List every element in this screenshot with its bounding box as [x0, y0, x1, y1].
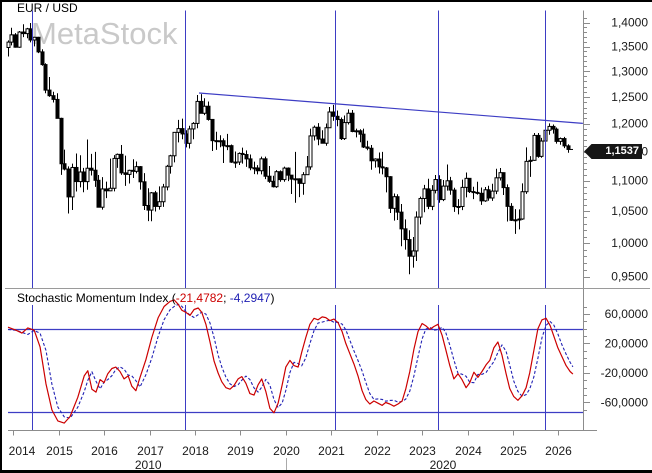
smi-indicator-title: Stochastic Momentum Index (-21,4782; -4,… [17, 291, 274, 305]
svg-text:2018: 2018 [182, 444, 209, 458]
svg-text:1,2500: 1,2500 [611, 90, 648, 104]
svg-text:2017: 2017 [137, 444, 164, 458]
smi-title-close-paren: ) [270, 291, 275, 305]
symbol-title: EUR / USD [17, 1, 78, 15]
svg-text:2020: 2020 [273, 444, 300, 458]
svg-text:2025: 2025 [500, 444, 527, 458]
svg-text:2010: 2010 [135, 458, 162, 472]
svg-text:2024: 2024 [455, 444, 482, 458]
candlesticks [6, 23, 573, 275]
svg-text:2015: 2015 [46, 444, 73, 458]
svg-text:1,0500: 1,0500 [611, 204, 648, 218]
svg-text:2022: 2022 [364, 444, 391, 458]
svg-text:2021: 2021 [318, 444, 345, 458]
smi-signal-line [7, 303, 574, 419]
axis-frame [5, 10, 650, 431]
time-axis: 2014 2015 2016 2017 2018 2019 2020 2021 2022 2023… [9, 430, 572, 472]
window-border-top [0, 0, 652, 2]
smi-threshold-lines[interactable] [8, 328, 583, 414]
svg-text:60,0000: 60,0000 [605, 307, 649, 321]
metastock-watermark: MetaStock [31, 16, 178, 51]
smi-separator: ; [223, 291, 230, 305]
svg-text:2020: 2020 [430, 458, 457, 472]
svg-text:2026: 2026 [545, 444, 572, 458]
last-price-badge: 1,1537 [584, 144, 642, 159]
window-border-left [0, 0, 2, 473]
svg-text:2019: 2019 [227, 444, 254, 458]
svg-text:1,2000: 1,2000 [611, 117, 648, 131]
smi-axis: 60,0000 20,0000 -20,0000 -60,0000 [584, 307, 648, 411]
window-border-bottom [0, 470, 652, 473]
svg-text:2014: 2014 [9, 444, 36, 458]
smi-main-line [7, 299, 574, 424]
smi-title-text: Stochastic Momentum Index ( [17, 291, 176, 305]
svg-text:1,0000: 1,0000 [611, 236, 648, 250]
svg-text:2016: 2016 [91, 444, 118, 458]
svg-text:0,9500: 0,9500 [611, 270, 648, 284]
svg-text:1,3000: 1,3000 [611, 64, 648, 78]
trendline[interactable] [199, 92, 583, 125]
svg-text:-20,0000: -20,0000 [601, 366, 649, 380]
svg-text:1,1000: 1,1000 [611, 174, 648, 188]
cycle-vertical-lines[interactable] [32, 10, 546, 431]
svg-text:20,0000: 20,0000 [605, 336, 649, 350]
svg-text:1,4000: 1,4000 [611, 16, 648, 30]
svg-text:2023: 2023 [409, 444, 436, 458]
smi-main-value: -21,4782 [175, 291, 224, 305]
svg-text:1,3500: 1,3500 [611, 40, 648, 54]
last-price-value: 1,1537 [605, 145, 639, 157]
smi-signal-value: -4,2947 [229, 291, 271, 305]
svg-text:-60,0000: -60,0000 [601, 395, 649, 409]
